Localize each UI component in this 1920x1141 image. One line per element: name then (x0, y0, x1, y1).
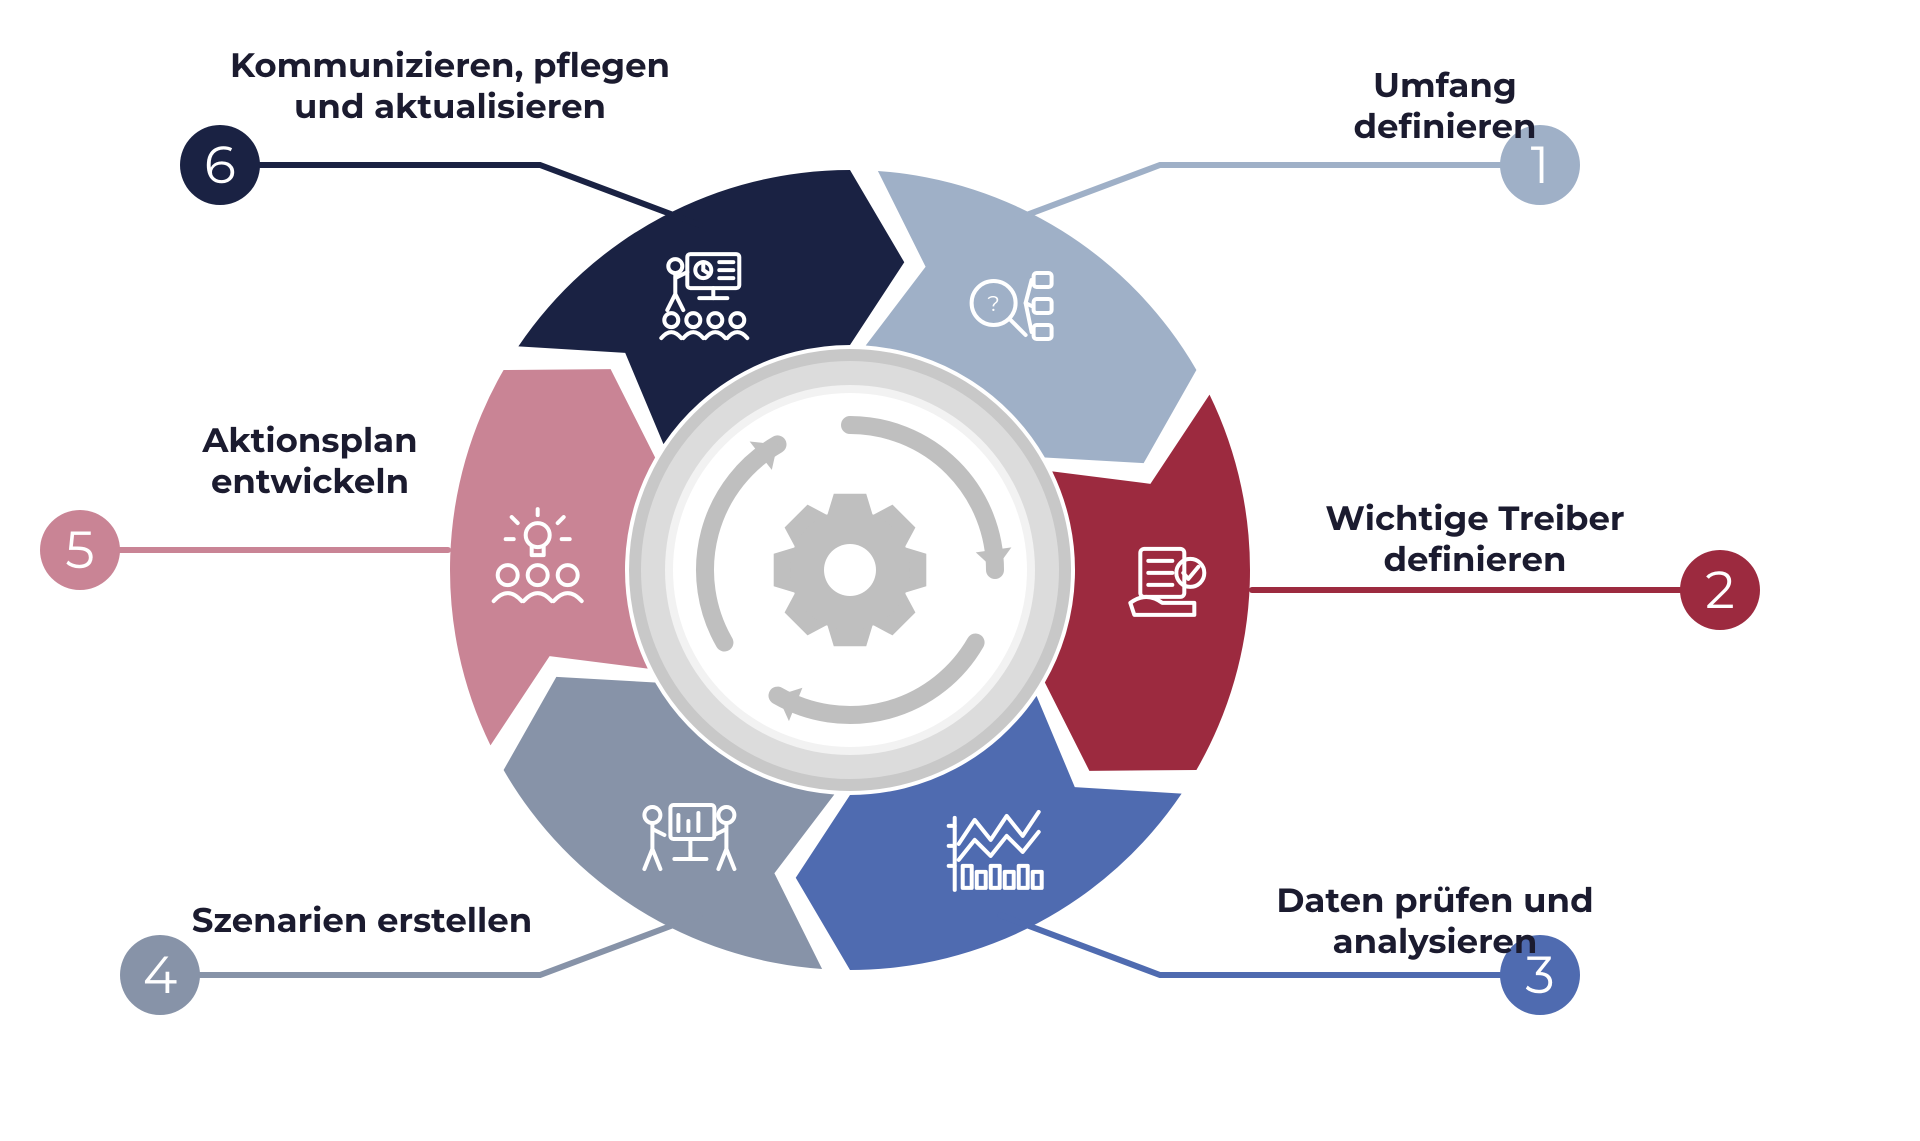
label-3: Daten prüfen und analysieren (1235, 880, 1635, 962)
center-hub (635, 355, 1065, 785)
diagram-stage: ?123456 Umfang definierenWichtige Treibe… (0, 0, 1920, 1141)
label-1: Umfang definieren (1275, 65, 1615, 147)
badge-number-5: 5 (65, 519, 94, 582)
badge-number-4: 4 (143, 944, 177, 1007)
label-4: Szenarien erstellen (132, 900, 592, 941)
label-2: Wichtige Treiber definieren (1275, 498, 1675, 580)
label-6: Kommunizieren, pflegen und aktualisieren (170, 45, 730, 127)
badge-number-2: 2 (1705, 559, 1735, 622)
leader-1 (1000, 165, 1500, 225)
badge-number-6: 6 (204, 134, 236, 197)
svg-text:?: ? (987, 290, 999, 317)
label-5: Aktionsplan entwickeln (160, 420, 460, 502)
leader-6 (260, 165, 700, 225)
